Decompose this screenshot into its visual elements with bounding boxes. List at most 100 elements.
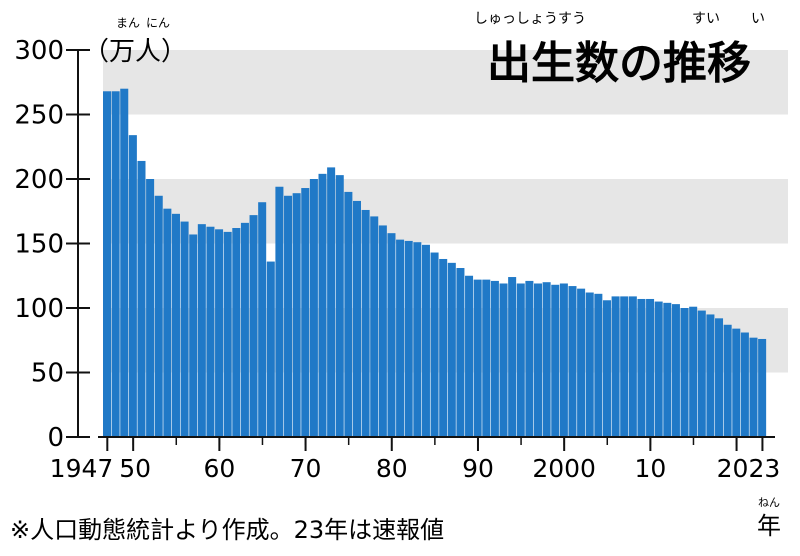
- bar-1947: [103, 91, 112, 437]
- bar-1973: [327, 167, 336, 437]
- bar-1989: [465, 275, 474, 437]
- bar-2020: [732, 328, 741, 437]
- bar-1952: [146, 179, 155, 437]
- bar-1949: [120, 88, 129, 437]
- x-tick-label: 2000: [532, 454, 596, 483]
- bar-1975: [344, 191, 353, 437]
- bar-1986: [439, 258, 448, 437]
- x-tick-label: 20: [717, 454, 749, 483]
- bar-1970: [301, 188, 310, 437]
- bar-1972: [318, 173, 327, 437]
- x-tick-label: 80: [376, 454, 408, 483]
- bar-2002: [577, 288, 586, 437]
- bar-2006: [611, 296, 620, 437]
- bar-1965: [258, 202, 267, 437]
- x-tick-label: 90: [462, 454, 494, 483]
- bar-2009: [637, 298, 646, 437]
- x-tick-label: 1947: [50, 454, 114, 483]
- bar-2005: [602, 300, 611, 437]
- x-unit-label: 年: [757, 512, 781, 540]
- bar-2008: [628, 296, 637, 437]
- bar-2022: [749, 337, 758, 437]
- bar-1969: [292, 193, 301, 437]
- bar-1957: [189, 234, 198, 437]
- y-tick-label: 50: [31, 359, 64, 389]
- bar-1960: [215, 229, 224, 437]
- bar-1996: [525, 280, 534, 437]
- bar-1983: [413, 242, 422, 437]
- bar-1976: [352, 200, 361, 437]
- bar-2010: [646, 298, 655, 437]
- bar-1994: [508, 277, 517, 437]
- grid-band: [103, 50, 788, 115]
- bar-1948: [111, 91, 120, 437]
- x-tick-label: 70: [290, 454, 322, 483]
- bar-1953: [154, 195, 163, 437]
- y-unit-label: （万人）: [83, 37, 187, 67]
- bar-1998: [542, 282, 551, 437]
- x-tick-label: 50: [119, 454, 151, 483]
- bar-2023: [758, 338, 767, 437]
- bar-2017: [706, 314, 715, 437]
- bar-1963: [240, 222, 249, 437]
- title-ruby-1: しゅっしょうすう: [474, 11, 586, 27]
- y-tick-label: 150: [14, 230, 64, 260]
- bars: [103, 88, 767, 437]
- x-tick-label: 10: [634, 454, 666, 483]
- y-unit-ruby-1: まん: [116, 16, 140, 30]
- bar-2016: [697, 310, 706, 437]
- bar-1968: [284, 195, 293, 437]
- bar-1990: [473, 279, 482, 437]
- bar-1966: [266, 261, 275, 437]
- bar-2021: [740, 332, 749, 437]
- x-tick-label: 23: [749, 454, 781, 483]
- bar-2012: [663, 302, 672, 437]
- bar-2014: [680, 308, 689, 437]
- bar-1964: [249, 215, 258, 437]
- bar-1999: [551, 284, 560, 437]
- y-tick-label: 0: [47, 423, 64, 453]
- bar-1950: [128, 135, 137, 437]
- bar-1962: [232, 228, 241, 437]
- bar-1974: [335, 175, 344, 437]
- bar-1993: [499, 283, 508, 437]
- bar-2015: [689, 306, 698, 437]
- x-unit-ruby: ねん: [758, 496, 780, 509]
- bar-2018: [715, 318, 724, 437]
- bar-1955: [171, 213, 180, 437]
- y-tick-label: 300: [14, 36, 64, 66]
- y-axis: 0 50 100 150 200 250 300: [14, 36, 90, 453]
- x-axis: 1947 50 60 70 80 90 2000 10 20 23: [50, 436, 781, 483]
- bar-1959: [206, 226, 215, 437]
- bar-1987: [447, 262, 456, 437]
- bar-1967: [275, 186, 284, 437]
- bar-1982: [404, 240, 413, 437]
- bar-1978: [370, 216, 379, 437]
- bar-2019: [723, 324, 732, 437]
- y-tick-label: 100: [14, 294, 64, 324]
- bar-1997: [534, 283, 543, 437]
- bar-1956: [180, 221, 189, 437]
- bar-1979: [378, 225, 387, 437]
- bar-1995: [516, 283, 525, 437]
- bar-2003: [585, 292, 594, 437]
- bar-1992: [490, 280, 499, 437]
- bar-1984: [421, 244, 430, 437]
- bar-1954: [163, 208, 172, 437]
- bar-1977: [361, 209, 370, 437]
- bar-1980: [387, 233, 396, 437]
- title-ruby-2: すい: [692, 11, 720, 27]
- source-note: ※人口動態統計より作成。23年は速報値: [10, 516, 444, 544]
- bar-2004: [594, 293, 603, 437]
- bar-1951: [137, 160, 146, 437]
- bar-1971: [309, 179, 318, 437]
- bar-1981: [396, 239, 405, 437]
- bar-2007: [620, 296, 629, 437]
- bar-1988: [456, 268, 465, 437]
- bar-1958: [197, 224, 206, 437]
- y-tick-label: 200: [14, 165, 64, 195]
- bar-1961: [223, 231, 232, 437]
- x-tick-label: 60: [203, 454, 235, 483]
- chart-title: 出生数の推移: [487, 38, 751, 89]
